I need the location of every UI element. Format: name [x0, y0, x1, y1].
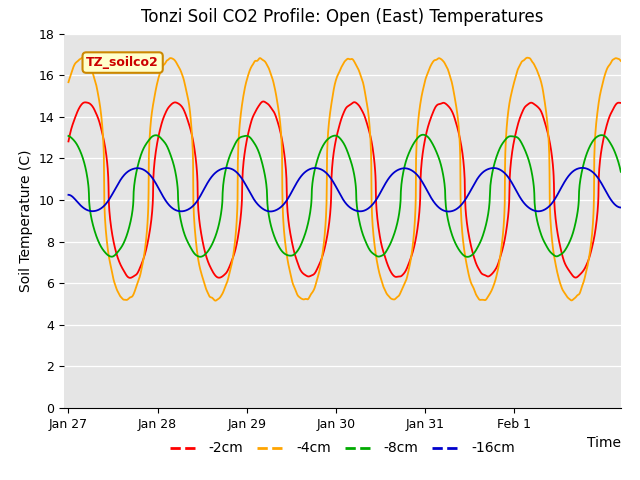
- Legend: -2cm, -4cm, -8cm, -16cm: -2cm, -4cm, -8cm, -16cm: [164, 436, 520, 461]
- Y-axis label: Soil Temperature (C): Soil Temperature (C): [19, 150, 33, 292]
- Title: Tonzi Soil CO2 Profile: Open (East) Temperatures: Tonzi Soil CO2 Profile: Open (East) Temp…: [141, 9, 543, 26]
- Text: TZ_soilco2: TZ_soilco2: [86, 56, 159, 69]
- X-axis label: Time: Time: [587, 436, 621, 450]
